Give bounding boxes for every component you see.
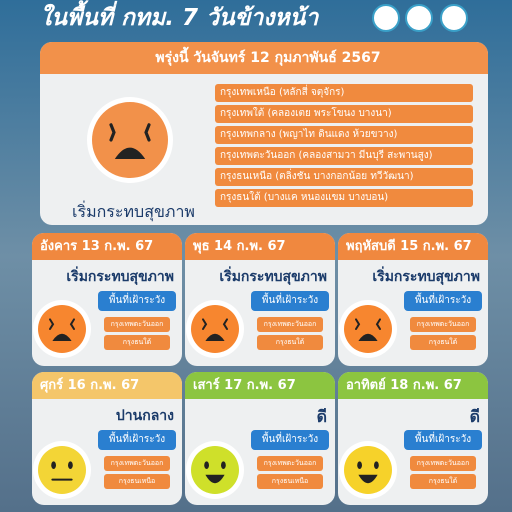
area-label: กรุงธนเหนือ (257, 474, 323, 489)
area-label: กรุงเทพตะวันออก (410, 456, 476, 471)
mouth (358, 333, 378, 341)
today-card: พรุ่งนี้ วันจันทร์ 12 กุมภาพันธ์ 2567 เร… (40, 42, 488, 225)
day-status: ปานกลาง (115, 408, 174, 424)
face (191, 446, 239, 494)
watch-label: พื้นที่เฝ้าระวัง (98, 430, 176, 450)
eye (68, 461, 73, 470)
area-label: กรุงเทพตะวันออก (104, 456, 170, 471)
day-card: ศุกร์ 16 ก.พ. 67 ปานกลางพื้นที่เฝ้าระวังก… (32, 372, 182, 505)
mouth (205, 333, 225, 341)
day-card: พุธ 14 ก.พ. 67 เริ่มกระทบสุขภาพพื้นที่เฝ้… (185, 233, 335, 366)
day-status: ดี (316, 407, 327, 426)
face-icon (339, 300, 397, 358)
area-label: กรุงธนเหนือ (ตลิ่งชัน บางกอกน้อย ทวีวัฒน… (215, 168, 473, 186)
watch-label: พื้นที่เฝ้าระวัง (404, 291, 482, 311)
logo (405, 4, 433, 32)
eye (357, 461, 362, 470)
day-date: อังคาร 13 ก.พ. 67 (32, 233, 182, 260)
day-date: เสาร์ 17 ก.พ. 67 (185, 372, 335, 399)
face-icon (186, 300, 244, 358)
face-icon (339, 441, 397, 499)
face-icon (33, 441, 91, 499)
day-card: อาทิตย์ 18 ก.พ. 67 ดีพื้นที่เฝ้าระวังกรุง… (338, 372, 488, 505)
today-date: พรุ่งนี้ วันจันทร์ 12 กุมภาพันธ์ 2567 (40, 42, 488, 74)
area-label: กรุงเทพตะวันออก (410, 317, 476, 332)
face (92, 102, 168, 178)
area-label: กรุงเทพตะวันออก (คลองสามวา มีนบุรี สะพาน… (215, 147, 473, 165)
eyes (109, 123, 151, 142)
area-label: กรุงเทพตะวันออก (257, 317, 323, 332)
mouth (358, 474, 378, 484)
area-label: กรุงเทพตะวันออก (257, 456, 323, 471)
logo (440, 4, 468, 32)
face (191, 305, 239, 353)
area-label: กรุงธนใต้ (104, 335, 170, 350)
watch-label: พื้นที่เฝ้าระวัง (251, 430, 329, 450)
watch-label: พื้นที่เฝ้าระวัง (98, 291, 176, 311)
day-status: เริ่มกระทบสุขภาพ (66, 269, 174, 285)
area-label: กรุงเทพกลาง (พญาไท ดินแดง ห้วยขวาง) (215, 126, 473, 144)
day-card: เสาร์ 17 ก.พ. 67 ดีพื้นที่เฝ้าระวังกรุงเท… (185, 372, 335, 505)
area-label: กรุงธนใต้ (บางแค หนองแขม บางบอน) (215, 189, 473, 207)
watch-label: พื้นที่เฝ้าระวัง (404, 430, 482, 450)
eye (374, 461, 379, 470)
area-label: กรุงเทพเหนือ (หลักสี่ จตุจักร) (215, 84, 473, 102)
eye (204, 461, 209, 470)
mouth (114, 147, 146, 159)
day-status: เริ่มกระทบสุขภาพ (219, 269, 327, 285)
area-label: กรุงธนเหนือ (104, 474, 170, 489)
face-icon (186, 441, 244, 499)
face (344, 305, 392, 353)
day-date: พุธ 14 ก.พ. 67 (185, 233, 335, 260)
day-status: ดี (469, 407, 480, 426)
watch-label: พื้นที่เฝ้าระวัง (251, 291, 329, 311)
mouth (52, 333, 72, 341)
face-icon (87, 97, 173, 183)
title: ในพื้นที่ กทม. 7 วันข้างหน้า (40, 5, 319, 31)
day-date: ศุกร์ 16 ก.พ. 67 (32, 372, 182, 399)
day-date: พฤหัสบดี 15 ก.พ. 67 (338, 233, 488, 260)
day-card: อังคาร 13 ก.พ. 67 เริ่มกระทบสุขภาพพื้นที่… (32, 233, 182, 366)
eye (221, 461, 226, 470)
face (38, 446, 86, 494)
eyes (202, 318, 228, 330)
day-date: อาทิตย์ 18 ก.พ. 67 (338, 372, 488, 399)
face-icon (33, 300, 91, 358)
area-label: กรุงธนใต้ (410, 335, 476, 350)
day-status: เริ่มกระทบสุขภาพ (372, 269, 480, 285)
face (38, 305, 86, 353)
area-label: กรุงธนใต้ (257, 335, 323, 350)
today-status: เริ่มกระทบสุขภาพ (72, 202, 195, 221)
eye (51, 461, 56, 470)
eyes (49, 318, 75, 330)
area-label: กรุงเทพใต้ (คลองเตย พระโขนง บางนา) (215, 105, 473, 123)
day-card: พฤหัสบดี 15 ก.พ. 67 เริ่มกระทบสุขภาพพื้นท… (338, 233, 488, 366)
area-label: กรุงธนใต้ (410, 474, 476, 489)
face (344, 446, 392, 494)
mouth (205, 474, 225, 484)
area-label: กรุงเทพตะวันออก (104, 317, 170, 332)
eyes (355, 318, 381, 330)
logo (372, 4, 400, 32)
